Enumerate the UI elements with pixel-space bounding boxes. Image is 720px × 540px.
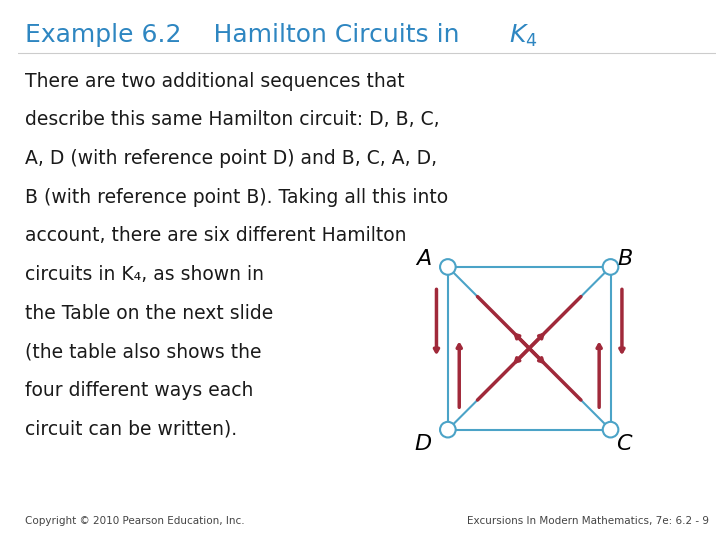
Text: $\mathit{C}$: $\mathit{C}$ — [616, 434, 634, 454]
Text: circuits in K₄, as shown in: circuits in K₄, as shown in — [25, 265, 264, 284]
FancyArrowPatch shape — [477, 335, 543, 400]
FancyArrowPatch shape — [434, 289, 438, 352]
FancyArrowPatch shape — [620, 289, 624, 352]
Text: (the table also shows the: (the table also shows the — [25, 342, 261, 361]
Text: describe this same Hamilton circuit: D, B, C,: describe this same Hamilton circuit: D, … — [25, 110, 440, 130]
Text: $\mathit{D}$: $\mathit{D}$ — [415, 434, 433, 454]
Text: circuit can be written).: circuit can be written). — [25, 420, 237, 438]
FancyArrowPatch shape — [477, 296, 543, 362]
Text: There are two additional sequences that: There are two additional sequences that — [25, 72, 405, 91]
Circle shape — [440, 422, 456, 437]
Text: Example 6.2    Hamilton Circuits in: Example 6.2 Hamilton Circuits in — [25, 23, 467, 47]
FancyArrowPatch shape — [457, 345, 462, 407]
Text: B (with reference point B). Taking all this into: B (with reference point B). Taking all t… — [25, 188, 448, 207]
Text: account, there are six different Hamilton: account, there are six different Hamilto… — [25, 226, 407, 245]
Text: $\mathit{A}$: $\mathit{A}$ — [415, 249, 432, 269]
Circle shape — [440, 259, 456, 275]
Text: Excursions In Modern Mathematics, 7e: 6.2 - 9: Excursions In Modern Mathematics, 7e: 6.… — [467, 516, 709, 525]
FancyArrowPatch shape — [597, 345, 601, 407]
FancyArrowPatch shape — [516, 296, 581, 362]
Circle shape — [603, 259, 618, 275]
Text: Copyright © 2010 Pearson Education, Inc.: Copyright © 2010 Pearson Education, Inc. — [25, 516, 245, 525]
Text: the Table on the next slide: the Table on the next slide — [25, 303, 273, 323]
Text: $\mathit{B}$: $\mathit{B}$ — [617, 249, 633, 269]
Circle shape — [603, 422, 618, 437]
Text: A, D (with reference point D) and B, C, A, D,: A, D (with reference point D) and B, C, … — [25, 149, 437, 168]
Text: four different ways each: four different ways each — [25, 381, 253, 400]
Text: $K_4$: $K_4$ — [509, 23, 537, 49]
FancyArrowPatch shape — [516, 335, 581, 400]
